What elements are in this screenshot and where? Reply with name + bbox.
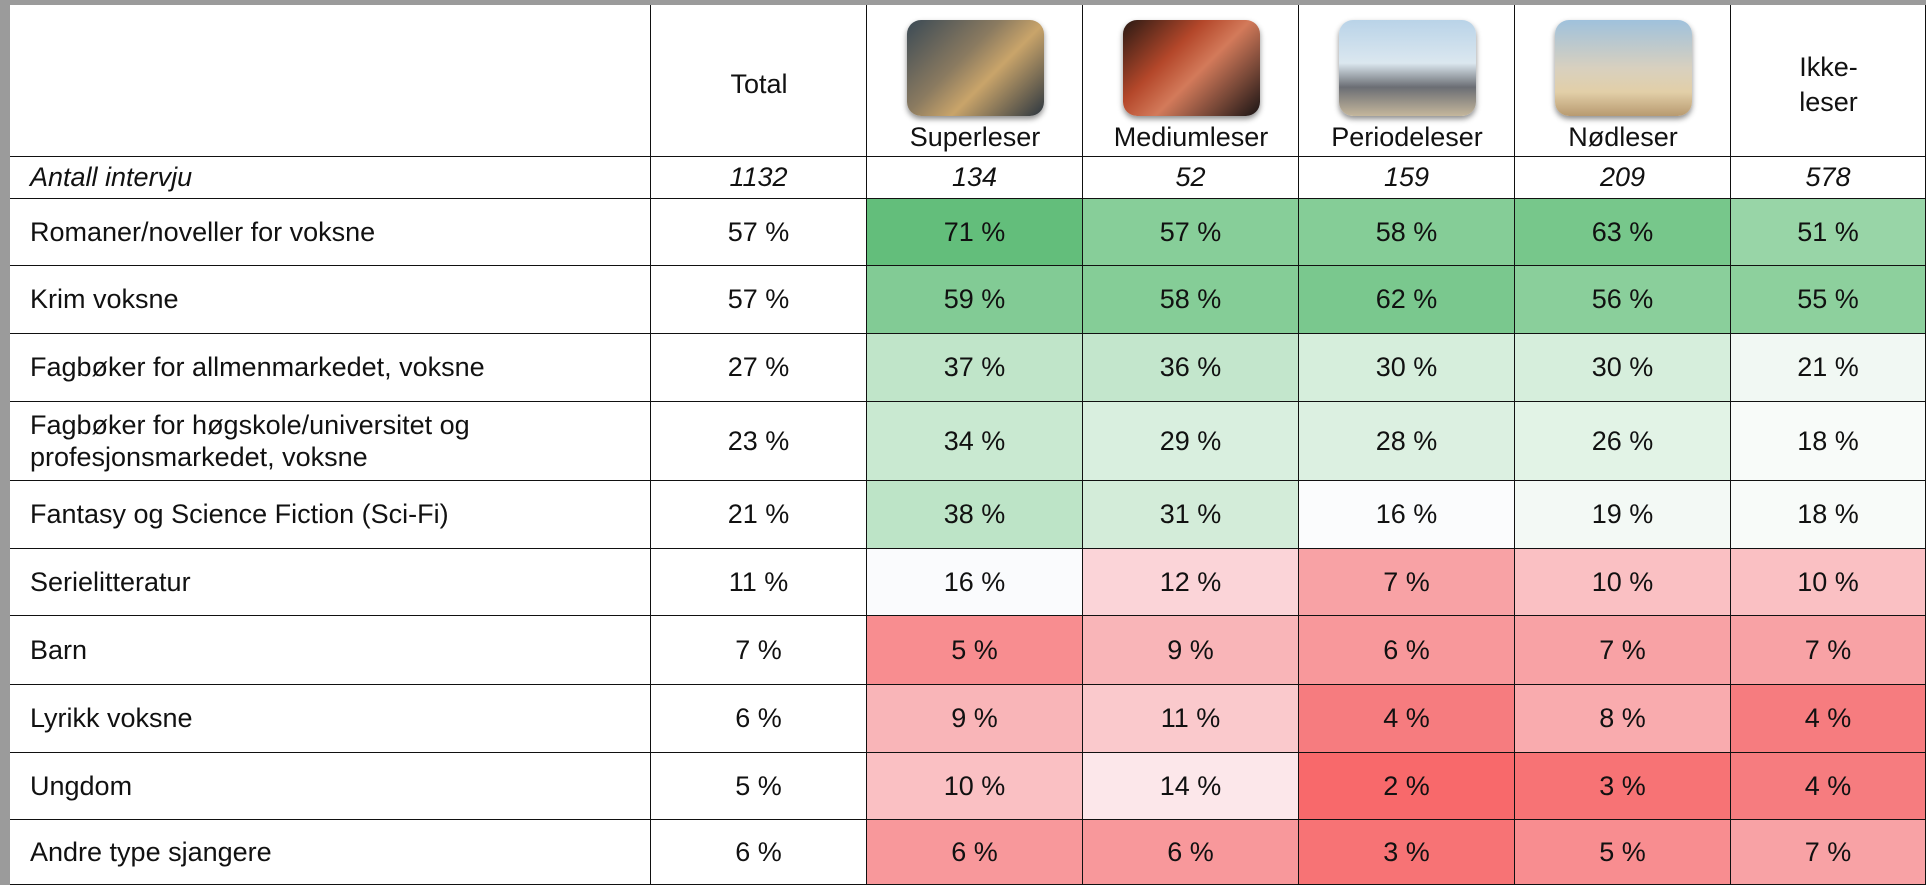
photo bbox=[1339, 20, 1476, 116]
count-cell: 52 bbox=[1083, 157, 1299, 199]
value-cell: 58 % bbox=[1083, 266, 1299, 334]
value-cell: 10 % bbox=[1515, 549, 1731, 616]
value-cell: 6 % bbox=[1083, 820, 1299, 885]
header-cell bbox=[10, 5, 651, 157]
value-cell: 6 % bbox=[1299, 616, 1515, 685]
value-cell: 10 % bbox=[1731, 549, 1926, 616]
value-cell: 28 % bbox=[1299, 402, 1515, 481]
row-label: Fagbøker for høgskole/universitet og pro… bbox=[10, 402, 651, 481]
value-cell: 30 % bbox=[1515, 334, 1731, 402]
value-cell: 14 % bbox=[1083, 753, 1299, 820]
value-cell: 26 % bbox=[1515, 402, 1731, 481]
row-label: Lyrikk voksne bbox=[10, 685, 651, 753]
value-cell: 5 % bbox=[867, 616, 1083, 685]
value-cell: 55 % bbox=[1731, 266, 1926, 334]
value-cell: 51 % bbox=[1731, 199, 1926, 266]
value-cell: 21 % bbox=[1731, 334, 1926, 402]
value-cell: 30 % bbox=[1299, 334, 1515, 402]
header-cell bbox=[1515, 5, 1731, 157]
value-cell: 4 % bbox=[1299, 685, 1515, 753]
value-cell: 36 % bbox=[1083, 334, 1299, 402]
value-cell: 4 % bbox=[1731, 685, 1926, 753]
header-cell bbox=[1299, 5, 1515, 157]
value-cell: 9 % bbox=[1083, 616, 1299, 685]
value-cell: 16 % bbox=[1299, 481, 1515, 549]
value-cell: 31 % bbox=[1083, 481, 1299, 549]
value-cell: 2 % bbox=[1299, 753, 1515, 820]
photo bbox=[1555, 20, 1692, 116]
value-cell: 8 % bbox=[1515, 685, 1731, 753]
value-cell: 11 % bbox=[1083, 685, 1299, 753]
row-label: Barn bbox=[10, 616, 651, 685]
row-label: Ungdom bbox=[10, 753, 651, 820]
value-cell: 34 % bbox=[867, 402, 1083, 481]
column-header: Superleser bbox=[909, 122, 1041, 152]
row-label: Antall intervju bbox=[10, 157, 651, 199]
row-label: Fagbøker for allmenmarkedet, voksne bbox=[10, 334, 651, 402]
value-cell: 6 % bbox=[651, 820, 867, 885]
table: Total Superleser Mediumleser Periodeleser Nø… bbox=[10, 5, 1926, 885]
value-cell: 6 % bbox=[867, 820, 1083, 885]
value-cell: 5 % bbox=[651, 753, 867, 820]
value-cell: 29 % bbox=[1083, 402, 1299, 481]
column-header: Ikke- leser bbox=[1799, 52, 1858, 118]
value-cell: 58 % bbox=[1299, 199, 1515, 266]
value-cell: 11 % bbox=[651, 549, 867, 616]
value-cell: 3 % bbox=[1515, 753, 1731, 820]
row-label: Romaner/noveller for voksne bbox=[10, 199, 651, 266]
column-header: Total bbox=[730, 69, 788, 99]
value-cell: 4 % bbox=[1731, 753, 1926, 820]
value-cell: 7 % bbox=[651, 616, 867, 685]
count-cell: 209 bbox=[1515, 157, 1731, 199]
value-cell: 12 % bbox=[1083, 549, 1299, 616]
value-cell: 37 % bbox=[867, 334, 1083, 402]
count-cell: 1132 bbox=[651, 157, 867, 199]
value-cell: 7 % bbox=[1731, 616, 1926, 685]
header-cell bbox=[867, 5, 1083, 157]
value-cell: 62 % bbox=[1299, 266, 1515, 334]
count-cell: 134 bbox=[867, 157, 1083, 199]
column-header: Periodeleser bbox=[1331, 122, 1483, 152]
value-cell: 18 % bbox=[1731, 402, 1926, 481]
value-cell: 21 % bbox=[651, 481, 867, 549]
value-cell: 7 % bbox=[1731, 820, 1926, 885]
count-cell: 159 bbox=[1299, 157, 1515, 199]
value-cell: 7 % bbox=[1515, 616, 1731, 685]
photo bbox=[907, 20, 1044, 116]
value-cell: 19 % bbox=[1515, 481, 1731, 549]
column-header: Nødleser bbox=[1568, 122, 1678, 152]
column-header: Mediumleser bbox=[1113, 122, 1269, 152]
value-cell: 38 % bbox=[867, 481, 1083, 549]
value-cell: 18 % bbox=[1731, 481, 1926, 549]
row-label: Serielitteratur bbox=[10, 549, 651, 616]
value-cell: 9 % bbox=[867, 685, 1083, 753]
value-cell: 7 % bbox=[1299, 549, 1515, 616]
value-cell: 6 % bbox=[651, 685, 867, 753]
value-cell: 57 % bbox=[651, 266, 867, 334]
value-cell: 10 % bbox=[867, 753, 1083, 820]
row-label: Andre type sjangere bbox=[10, 820, 651, 885]
value-cell: 59 % bbox=[867, 266, 1083, 334]
value-cell: 57 % bbox=[651, 199, 867, 266]
row-label: Fantasy og Science Fiction (Sci-Fi) bbox=[10, 481, 651, 549]
value-cell: 57 % bbox=[1083, 199, 1299, 266]
value-cell: 16 % bbox=[867, 549, 1083, 616]
value-cell: 5 % bbox=[1515, 820, 1731, 885]
value-cell: 71 % bbox=[867, 199, 1083, 266]
value-cell: 63 % bbox=[1515, 199, 1731, 266]
value-cell: 27 % bbox=[651, 334, 867, 402]
value-cell: 23 % bbox=[651, 402, 867, 481]
header-cell bbox=[1083, 5, 1299, 157]
value-cell: 56 % bbox=[1515, 266, 1731, 334]
value-cell: 3 % bbox=[1299, 820, 1515, 885]
photo bbox=[1123, 20, 1260, 116]
count-cell: 578 bbox=[1731, 157, 1926, 199]
row-label: Krim voksne bbox=[10, 266, 651, 334]
header-cell bbox=[651, 5, 867, 157]
